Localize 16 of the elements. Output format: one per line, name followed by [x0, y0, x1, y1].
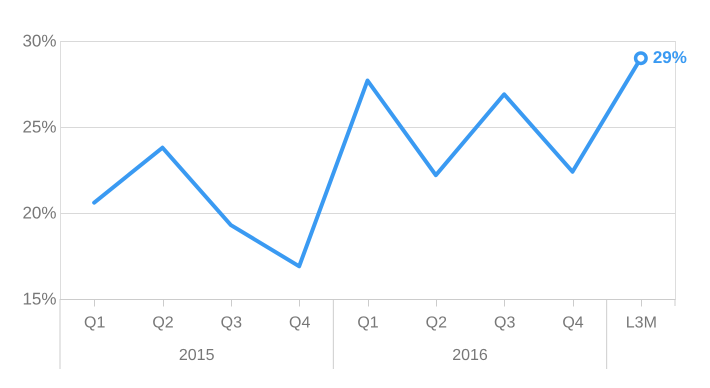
text: 2015 [178, 347, 215, 364]
x-tick-label: Q1 [357, 314, 379, 332]
data-label: 29% [652, 48, 687, 68]
text: 2016 [452, 347, 488, 364]
y-tick-label: 25% [22, 118, 56, 136]
x-tick-label: L3M [626, 314, 657, 332]
x-tick-label: Q3 [494, 314, 516, 332]
x-tick-label: Q4 [562, 314, 584, 332]
y-tick-label: 15% [22, 290, 56, 308]
y-tick-label: 30% [22, 32, 56, 50]
y-tick-label: 20% [22, 204, 56, 222]
x-tick-label: Q3 [220, 314, 242, 332]
x-tick-label: Q2 [152, 314, 174, 332]
x-tick-label: Q2 [426, 314, 448, 332]
x-tick-label: Q1 [84, 314, 106, 332]
x-tick-label: Q4 [288, 314, 310, 332]
